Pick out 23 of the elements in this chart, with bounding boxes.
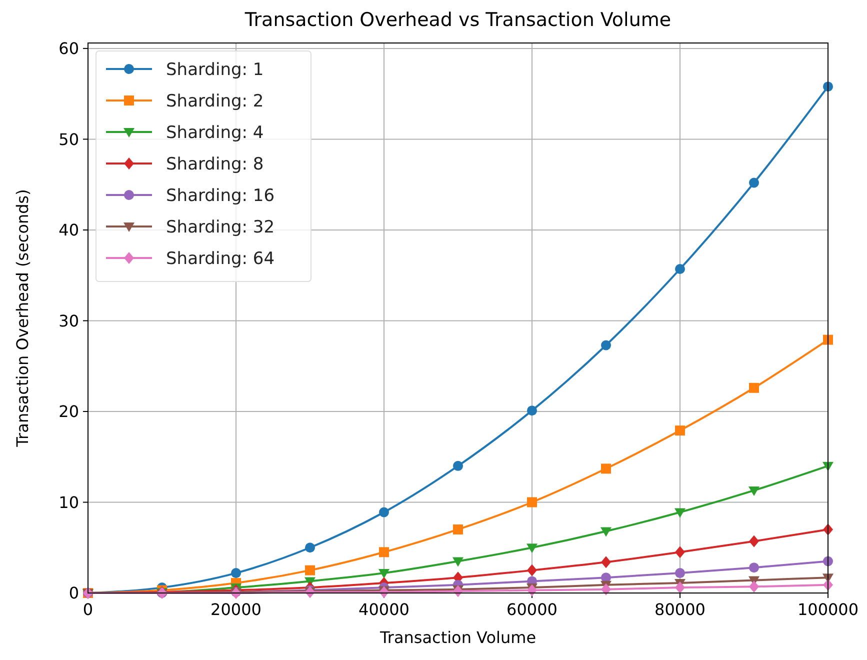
legend-label: Sharding: 64: [166, 248, 275, 269]
x-tick-label: 100000: [797, 600, 859, 619]
x-axis-title: Transaction Volume: [378, 628, 536, 647]
y-tick-label: 40: [58, 220, 79, 240]
legend-label: Sharding: 4: [166, 122, 264, 143]
y-tick-label: 20: [58, 402, 79, 422]
legend-label: Sharding: 32: [166, 217, 275, 238]
y-tick-label: 50: [58, 130, 79, 149]
y-tick-label: 60: [58, 39, 79, 58]
legend-label: Sharding: 2: [166, 91, 264, 112]
legend-label: Sharding: 8: [166, 154, 264, 174]
x-tick-label: 60000: [506, 600, 558, 619]
x-tick-label: 80000: [654, 600, 706, 619]
y-tick-label: 30: [58, 311, 79, 330]
legend-label: Sharding: 16: [166, 186, 275, 206]
y-tick-label: 10: [58, 492, 79, 512]
x-tick-label: 0: [82, 600, 94, 619]
x-tick-label: 40000: [358, 600, 410, 619]
chart-title: Transaction Overhead vs Transaction Volume: [244, 9, 672, 31]
y-axis-title: Transaction Overhead (seconds): [13, 189, 32, 448]
x-tick-label: 20000: [210, 600, 262, 619]
y-tick-label: 0: [68, 584, 79, 603]
legend-label: Sharding: 1: [166, 60, 264, 80]
